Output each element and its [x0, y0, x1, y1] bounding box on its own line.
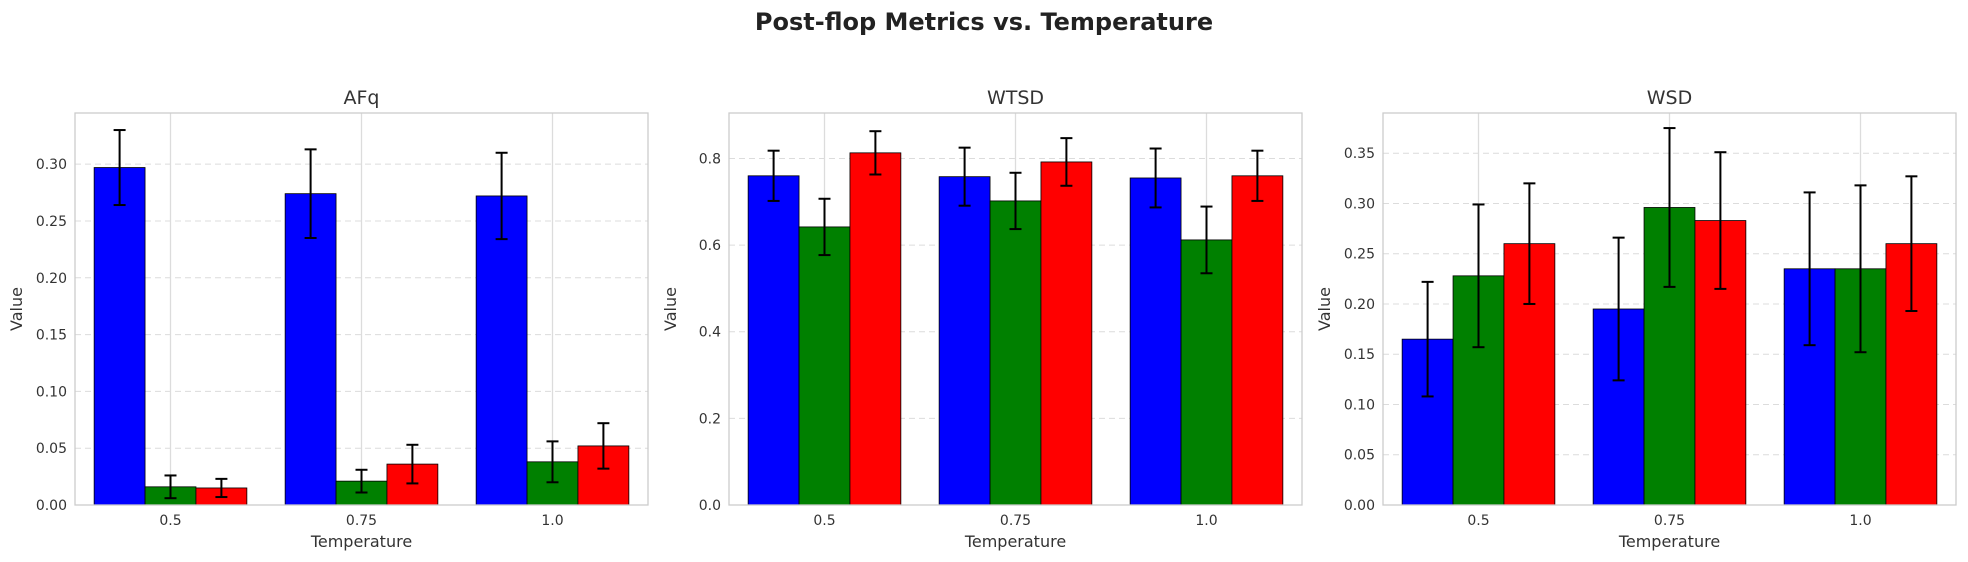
y-tick-label: 0.25: [36, 214, 67, 230]
y-axis-label: Value: [7, 287, 26, 331]
y-tick-label: 0.0: [699, 498, 721, 514]
series-3: [195, 422, 630, 506]
series-3: [849, 130, 1284, 506]
y-tick-label: 0.30: [36, 157, 67, 173]
panel-1: 0.00 0.05 0.10 0.15 0.20 0.25 0.30 0.5 0.75 1.0 AF…: [7, 87, 649, 551]
x-tick-label: 1.0: [1195, 513, 1217, 529]
bar: [938, 176, 991, 506]
bar: [284, 193, 337, 506]
y-axis-label: Value: [661, 287, 680, 331]
y-tick-label: 0.35: [1344, 146, 1375, 162]
panel-title: AFq: [344, 87, 380, 109]
y-tick-label: 0.25: [1344, 247, 1375, 263]
bar: [747, 175, 800, 506]
series-3: [1503, 151, 1938, 506]
bar: [1129, 177, 1182, 506]
bar: [849, 152, 902, 506]
y-tick-label: 0.15: [36, 328, 67, 344]
axes-frame: [1382, 112, 1957, 506]
y-tick-label: 0.00: [36, 498, 67, 514]
x-axis-label: Temperature: [310, 532, 412, 551]
x-tick-label: 0.75: [346, 513, 377, 529]
bar: [1231, 175, 1284, 506]
x-tick-label: 0.75: [1654, 513, 1685, 529]
series-2: [798, 171, 1233, 506]
x-tick-label: 0.75: [1000, 513, 1031, 529]
x-axis-label: Temperature: [964, 532, 1066, 551]
y-tick-label: 0.8: [699, 151, 721, 167]
series-2: [1452, 127, 1887, 506]
series-1: [747, 146, 1182, 506]
panel-title: WTSD: [987, 87, 1044, 109]
axes-frame: [728, 112, 1303, 506]
axes-frame: [74, 112, 649, 506]
x-tick-label: 1.0: [541, 513, 563, 529]
bar: [1040, 161, 1093, 506]
bar: [798, 226, 851, 506]
y-tick-label: 0.05: [36, 441, 67, 457]
y-tick-label: 0.2: [699, 411, 721, 427]
y-tick-label: 0.10: [36, 384, 67, 400]
y-tick-label: 0.4: [699, 325, 721, 341]
x-tick-label: 1.0: [1849, 513, 1871, 529]
y-tick-label: 0.15: [1344, 347, 1375, 363]
panel-3: 0.00 0.05 0.10 0.15 0.20 0.25 0.30 0.35 0.5 0.75 1…: [1315, 87, 1957, 551]
bar: [1180, 239, 1233, 506]
series-1: [93, 129, 528, 506]
series-1: [1401, 191, 1836, 506]
y-tick-label: 0.20: [36, 271, 67, 287]
y-axis-label: Value: [1315, 287, 1334, 331]
y-tick-label: 0.6: [699, 238, 721, 254]
y-tick-label: 0.00: [1344, 498, 1375, 514]
x-tick-label: 0.5: [813, 513, 835, 529]
y-tick-label: 0.10: [1344, 397, 1375, 413]
x-axis-label: Temperature: [1618, 532, 1720, 551]
x-tick-label: 0.5: [159, 513, 181, 529]
bar: [989, 200, 1042, 506]
bar: [93, 167, 146, 506]
figure-title: Post-flop Metrics vs. Temperature: [755, 8, 1213, 36]
bar: [475, 195, 528, 506]
y-tick-label: 0.20: [1344, 297, 1375, 313]
panel-title: WSD: [1647, 87, 1692, 109]
panels: 0.00 0.05 0.10 0.15 0.20 0.25 0.30 0.5 0.75 1.0 AF…: [7, 87, 1957, 551]
x-tick-label: 0.5: [1467, 513, 1489, 529]
y-tick-label: 0.05: [1344, 448, 1375, 464]
panel-2: 0.0 0.2 0.4 0.6 0.8 0.5 0.75 1.0 WTSD Temperature…: [661, 87, 1303, 551]
y-tick-label: 0.30: [1344, 196, 1375, 212]
